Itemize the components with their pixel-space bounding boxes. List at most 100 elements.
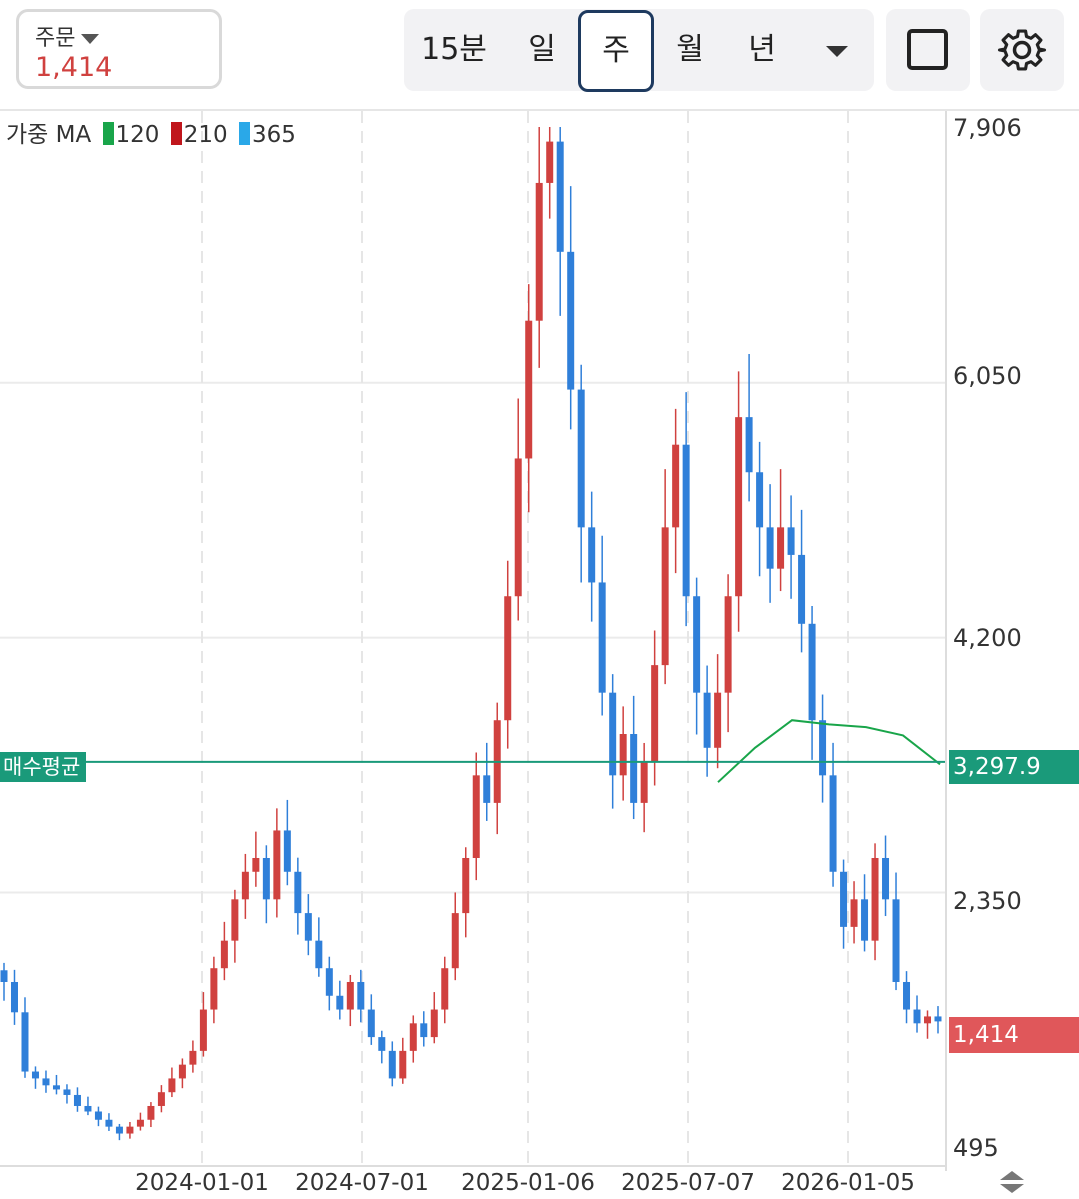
candle-body xyxy=(241,871,249,900)
candle-body xyxy=(21,1012,29,1072)
tab-week[interactable]: 주 xyxy=(578,10,654,92)
candle-body xyxy=(504,596,512,721)
candle-body xyxy=(525,320,533,459)
candle-body xyxy=(388,1050,396,1079)
candle-body xyxy=(136,1119,144,1127)
square-icon xyxy=(907,29,948,70)
tab-day[interactable]: 일 xyxy=(528,32,556,67)
candle-body xyxy=(210,968,218,1010)
tab-year[interactable]: 년 xyxy=(748,32,776,67)
layout-button[interactable] xyxy=(886,9,970,91)
candle-body xyxy=(367,1009,375,1038)
candle-body xyxy=(84,1105,92,1112)
candle-body xyxy=(273,830,281,900)
candle-body xyxy=(252,857,260,872)
avg-price-tag: 매수평균 xyxy=(0,752,87,782)
avg-price-value: 3,297.9 xyxy=(949,750,1079,784)
candle-body xyxy=(829,775,837,872)
candle-body xyxy=(31,1071,39,1079)
x-tick-label: 2024-07-01 xyxy=(295,1170,429,1196)
ma210-swatch xyxy=(170,122,182,145)
candle-body xyxy=(850,899,858,927)
candle-body xyxy=(147,1105,155,1120)
order-dropdown[interactable]: 주문 1,414 xyxy=(16,9,222,89)
candle-body xyxy=(514,458,522,597)
candle-body xyxy=(640,761,648,803)
candle-body xyxy=(903,981,911,1010)
candle-body xyxy=(283,830,291,872)
candle-body xyxy=(819,720,827,776)
divider xyxy=(0,109,1079,111)
candle-body xyxy=(913,1009,921,1024)
order-label: 주문 xyxy=(35,20,100,52)
candle-body xyxy=(934,1016,942,1022)
axis-resize-icon[interactable] xyxy=(996,1169,1028,1195)
candle-body xyxy=(105,1119,113,1127)
candle-body xyxy=(745,417,753,473)
candle-body xyxy=(462,857,470,914)
tab-month[interactable]: 월 xyxy=(676,32,704,67)
candle-body xyxy=(441,968,449,1010)
candle-body xyxy=(546,141,554,183)
candle-body xyxy=(63,1089,71,1095)
candle-body xyxy=(735,417,743,597)
candle-body xyxy=(294,871,302,914)
candle-body xyxy=(798,554,806,624)
chevron-down-icon[interactable] xyxy=(826,46,848,57)
candle-body xyxy=(703,692,711,748)
candle-body xyxy=(714,692,722,748)
ma365-swatch xyxy=(238,122,250,145)
candle-body xyxy=(199,1009,207,1051)
candle-body xyxy=(220,940,228,969)
candle-body xyxy=(126,1126,134,1134)
candle-body xyxy=(535,182,543,321)
candle-body xyxy=(42,1078,50,1086)
candle-body xyxy=(378,1037,386,1051)
candle-body xyxy=(924,1016,932,1024)
x-tick-label: 2026-01-05 xyxy=(781,1170,915,1196)
candle-body xyxy=(357,981,365,1010)
candle-body xyxy=(619,734,627,776)
caret-down-icon xyxy=(81,34,100,44)
y-tick-label: 495 xyxy=(953,1134,999,1162)
y-tick-label: 6,050 xyxy=(953,362,1022,390)
legend-ma210: 210 xyxy=(183,122,228,148)
candle-body xyxy=(178,1064,186,1079)
candle-body xyxy=(73,1094,81,1106)
candle-body xyxy=(325,968,333,996)
candle-body xyxy=(52,1085,60,1090)
candle-body xyxy=(766,527,774,569)
candle-body xyxy=(115,1126,123,1134)
candle-body xyxy=(336,995,344,1010)
candle-body xyxy=(430,1009,438,1038)
x-tick-label: 2025-01-06 xyxy=(461,1170,595,1196)
legend-ma365: 365 xyxy=(251,122,296,148)
candle-body xyxy=(451,913,459,969)
candle-body xyxy=(472,775,480,858)
legend-ma120: 120 xyxy=(115,122,160,148)
candle-body xyxy=(630,734,638,803)
candle-body xyxy=(756,472,764,528)
settings-button[interactable] xyxy=(980,9,1064,91)
ma120-swatch xyxy=(102,122,114,145)
candle-body xyxy=(304,913,312,941)
candle-body xyxy=(651,665,659,762)
candle-body xyxy=(483,775,491,803)
candle-body xyxy=(724,596,732,693)
candle-body xyxy=(588,527,596,583)
legend-prefix: 가중 MA xyxy=(6,122,92,148)
price-chart[interactable] xyxy=(0,111,1079,1171)
candle-body xyxy=(0,970,8,982)
tab-15min[interactable]: 15분 xyxy=(421,32,487,67)
y-tick-label: 2,350 xyxy=(953,887,1022,915)
candle-body xyxy=(787,527,795,555)
candle-body xyxy=(672,444,680,528)
y-tick-label: 4,200 xyxy=(953,624,1022,652)
order-price: 1,414 xyxy=(35,52,113,83)
candle-body xyxy=(10,981,18,1013)
candle-body xyxy=(231,899,239,941)
ma120-line xyxy=(717,719,941,783)
candle-body xyxy=(315,940,323,969)
candle-body xyxy=(609,692,617,776)
candle-body xyxy=(409,1023,417,1051)
